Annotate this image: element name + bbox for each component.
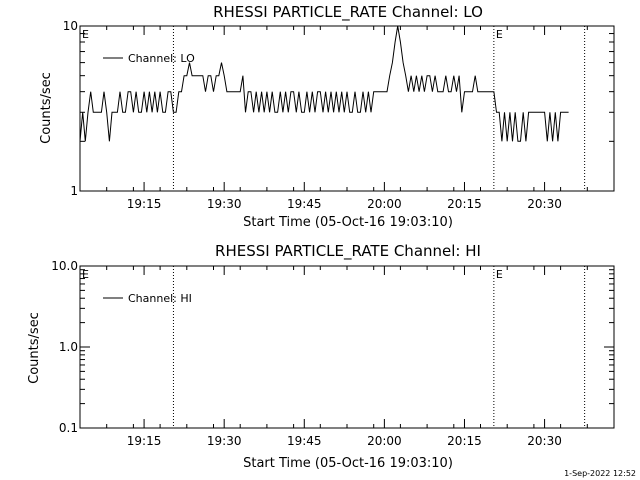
hi-x-tick-label-5: 20:30 [527, 434, 562, 448]
hi-legend-label: Channel: HI [128, 292, 192, 305]
lo-x-tick-label-0: 19:15 [127, 197, 162, 211]
footer-timestamp: 1-Sep-2022 12:52 [564, 469, 636, 478]
hi-legend: Channel: HI [103, 292, 192, 305]
lo-y-tick-label-0: 1 [70, 184, 78, 198]
hi-channel-panel: RHESSI PARTICLE_RATE Channel: HI E E 0.1 1… [27, 242, 615, 471]
lo-x-tick-label-5: 20:30 [527, 197, 562, 211]
hi-x-tick-label-2: 19:45 [287, 434, 322, 448]
lo-channel-panel: RHESSI PARTICLE_RATE Channel: LO EE 110 … [39, 3, 615, 230]
lo-x-tick-label-3: 20:00 [367, 197, 402, 211]
hi-marker-label-1: E [496, 268, 503, 281]
hi-x-tick-label-1: 19:30 [207, 434, 242, 448]
lo-start-marker-label: E [82, 28, 89, 41]
hi-start-marker-label: E [82, 268, 89, 281]
hi-x-tick-label-4: 20:15 [447, 434, 482, 448]
lo-legend-label: Channel: LO [128, 52, 195, 65]
hi-y-tick-label-1: 1.0 [59, 340, 78, 354]
hi-y-tick-label-2: 10.0 [51, 259, 78, 273]
lo-y-axis-label: Counts/sec [39, 72, 54, 144]
hi-y-axis-label: Counts/sec [27, 312, 42, 384]
lo-marker-label-1: E [496, 28, 503, 41]
hi-x-axis-label: Start Time (05-Oct-16 19:03:10) [243, 456, 453, 471]
lo-x-tick-label-4: 20:15 [447, 197, 482, 211]
hi-x-tick-label-0: 19:15 [127, 434, 162, 448]
hi-chart-title: RHESSI PARTICLE_RATE Channel: HI [215, 242, 481, 261]
lo-y-tick-label-1: 10 [63, 19, 78, 33]
lo-x-tick-label-1: 19:30 [207, 197, 242, 211]
lo-chart-title: RHESSI PARTICLE_RATE Channel: LO [213, 3, 483, 22]
hi-y-tick-label-0: 0.1 [59, 421, 78, 435]
lo-x-tick-label-2: 19:45 [287, 197, 322, 211]
lo-series-line-0 [79, 25, 569, 142]
lo-legend: Channel: LO [103, 52, 195, 65]
lo-x-axis-label: Start Time (05-Oct-16 19:03:10) [243, 215, 453, 230]
hi-x-tick-label-3: 20:00 [367, 434, 402, 448]
